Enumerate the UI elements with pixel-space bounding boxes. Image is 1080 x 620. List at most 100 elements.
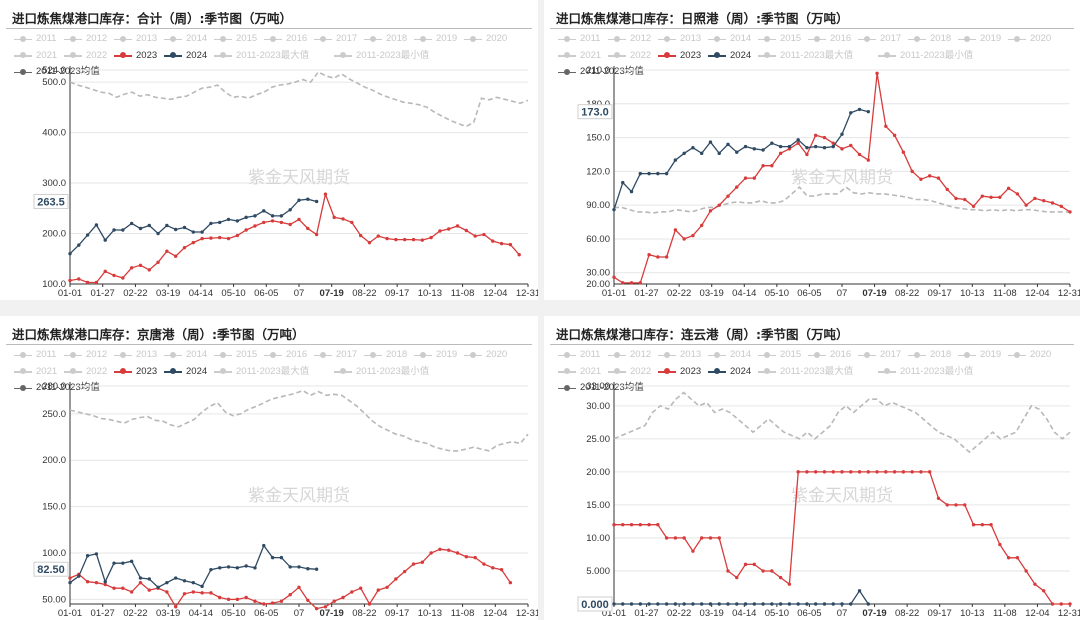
legend-item[interactable]: 2023: [114, 48, 164, 63]
legend-label: 2017: [336, 349, 358, 360]
legend-item[interactable]: 2011-2023最大值: [214, 48, 334, 63]
legend-item[interactable]: 2016: [808, 31, 858, 46]
legend-item[interactable]: 2011-2023最小值: [878, 364, 998, 379]
data-point-2023: [129, 266, 134, 270]
legend-item[interactable]: 2011-2023均值: [558, 64, 678, 79]
legend-item[interactable]: 2024: [164, 48, 214, 63]
legend-item[interactable]: 2011-2023最大值: [758, 364, 878, 379]
data-point-2024: [191, 580, 196, 585]
x-tick-label: 12-31: [516, 608, 538, 619]
legend-item[interactable]: 2023: [658, 364, 708, 379]
data-point-2023: [726, 569, 730, 573]
legend-item[interactable]: 2012: [64, 31, 114, 46]
legend-item[interactable]: 2019: [958, 31, 1008, 46]
data-point-2023: [638, 281, 643, 285]
data-point-2024: [796, 138, 800, 142]
legend-item[interactable]: 2011-2023均值: [14, 380, 134, 395]
legend-item[interactable]: 2024: [164, 364, 214, 379]
legend-item[interactable]: 2013: [658, 31, 708, 46]
legend-item[interactable]: 2021: [558, 364, 608, 379]
legend-item[interactable]: 2011-2023最大值: [214, 364, 334, 379]
legend-item[interactable]: 2022: [608, 364, 658, 379]
legend-item[interactable]: 2014: [708, 31, 758, 46]
data-point-2024: [314, 567, 319, 571]
data-point-2023: [499, 241, 504, 246]
legend-item[interactable]: 2011: [14, 347, 64, 362]
legend-item[interactable]: 2012: [64, 347, 114, 362]
legend-item[interactable]: 2021: [558, 48, 608, 63]
x-tick-label: 10-13: [418, 288, 442, 299]
data-point-2023: [482, 232, 486, 237]
legend-item[interactable]: 2017: [314, 347, 364, 362]
legend-marker-icon: [414, 351, 432, 359]
legend-item[interactable]: 2023: [658, 48, 708, 63]
data-point-2023: [438, 229, 442, 233]
legend-item[interactable]: 2013: [658, 347, 708, 362]
legend-item[interactable]: 2015: [214, 31, 264, 46]
data-point-2023: [358, 586, 363, 590]
legend-item[interactable]: 2022: [64, 364, 114, 379]
data-point-2024: [629, 189, 634, 194]
data-point-2023: [656, 523, 660, 527]
legend-item[interactable]: 2024: [708, 364, 758, 379]
legend-item[interactable]: 2015: [758, 347, 808, 362]
legend-label: 2011: [36, 33, 57, 44]
legend-item[interactable]: 2017: [314, 31, 364, 46]
legend-item[interactable]: 2016: [808, 347, 858, 362]
data-point-2023: [112, 273, 116, 278]
legend-item[interactable]: 2011-2023最小值: [334, 364, 454, 379]
legend-item[interactable]: 2012: [608, 347, 658, 362]
legend-item[interactable]: 2020: [464, 347, 514, 362]
legend-item[interactable]: 2024: [708, 48, 758, 63]
legend-item[interactable]: 2012: [608, 31, 658, 46]
legend-label: 2011-2023均值: [36, 382, 100, 393]
legend-item[interactable]: 2013: [114, 31, 164, 46]
legend-item[interactable]: 2018: [908, 347, 958, 362]
legend-item[interactable]: 2019: [414, 347, 464, 362]
legend-item[interactable]: 2017: [858, 347, 908, 362]
legend-item[interactable]: 2014: [164, 31, 214, 46]
legend-marker-icon: [658, 51, 676, 59]
legend-item[interactable]: 2014: [708, 347, 758, 362]
legend-item[interactable]: 2020: [464, 31, 514, 46]
legend-item[interactable]: 2011: [558, 31, 608, 46]
y-tick-label: 100.0: [42, 548, 66, 559]
data-point-2024: [717, 151, 721, 156]
legend-item[interactable]: 2022: [608, 48, 658, 63]
data-point-2023: [1015, 192, 1020, 196]
legend-label: 2011-2023均值: [580, 382, 644, 393]
legend-item[interactable]: 2016: [264, 347, 314, 362]
legend-item[interactable]: 2013: [114, 347, 164, 362]
legend-item[interactable]: 2017: [858, 31, 908, 46]
legend-item[interactable]: 2019: [958, 347, 1008, 362]
legend-item[interactable]: 2021: [14, 364, 64, 379]
data-point-2024: [77, 243, 81, 247]
legend-item[interactable]: 2011: [14, 31, 64, 46]
legend-marker-icon: [608, 51, 626, 59]
legend-item[interactable]: 2011-2023最小值: [878, 48, 998, 63]
legend-item[interactable]: 2011-2023最大值: [758, 48, 878, 63]
legend-item[interactable]: 2020: [1008, 347, 1058, 362]
data-point-2024: [612, 602, 616, 606]
legend-item[interactable]: 2015: [758, 31, 808, 46]
legend-item[interactable]: 2016: [264, 31, 314, 46]
legend-item[interactable]: 2022: [64, 48, 114, 63]
data-point-2023: [288, 593, 292, 597]
legend-item[interactable]: 2019: [414, 31, 464, 46]
legend-item[interactable]: 2014: [164, 347, 214, 362]
data-point-2023: [402, 237, 407, 242]
legend-marker-icon: [164, 351, 182, 359]
legend-item[interactable]: 2023: [114, 364, 164, 379]
legend-item[interactable]: 2011-2023均值: [14, 64, 134, 79]
x-tick-label: 01-27: [91, 608, 115, 619]
legend-item[interactable]: 2015: [214, 347, 264, 362]
legend-item[interactable]: 2020: [1008, 31, 1058, 46]
data-point-2024: [857, 107, 862, 112]
legend-item[interactable]: 2018: [364, 31, 414, 46]
legend-item[interactable]: 2018: [364, 347, 414, 362]
legend-item[interactable]: 2011-2023最小值: [334, 48, 454, 63]
legend-item[interactable]: 2011-2023均值: [558, 380, 678, 395]
legend-item[interactable]: 2018: [908, 31, 958, 46]
legend-item[interactable]: 2021: [14, 48, 64, 63]
legend-item[interactable]: 2011: [558, 347, 608, 362]
